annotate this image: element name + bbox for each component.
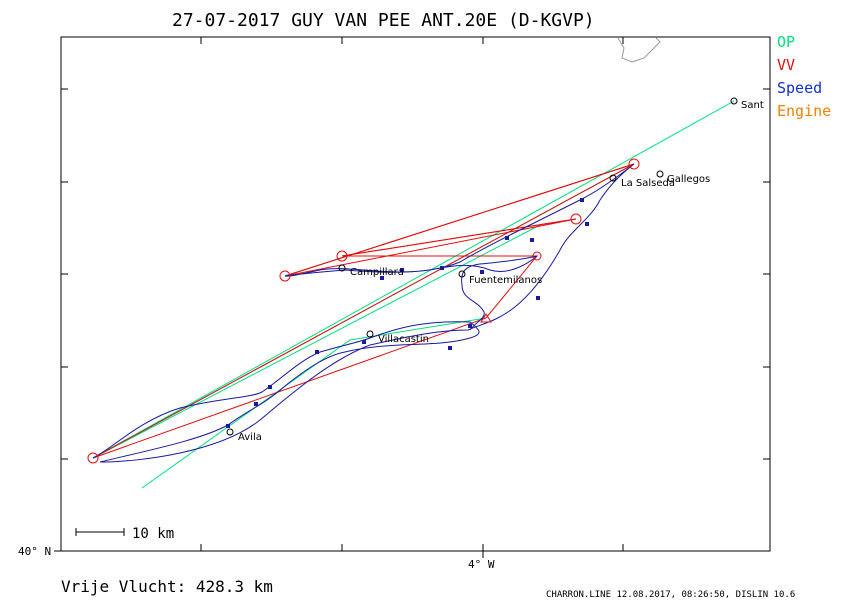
- place-label-avila: Avila: [238, 432, 262, 443]
- flight-track: [92, 163, 635, 463]
- legend-vv: VV: [777, 56, 795, 74]
- legend-speed: Speed: [777, 79, 822, 97]
- scale-bar-label: 10 km: [132, 526, 174, 542]
- place-label-sant: Sant: [741, 100, 764, 111]
- track-markers: [226, 198, 589, 428]
- map-frame: [60, 36, 771, 552]
- coastline-outline: [617, 37, 661, 63]
- turnpoint-markers: [87, 158, 640, 464]
- place-label-gallegos: Gallegos: [667, 174, 710, 185]
- place-label-campillara: Campillara: [350, 267, 404, 278]
- op-track: [92, 100, 735, 489]
- legend-op: OP: [777, 33, 795, 51]
- vv-task-lines: [92, 163, 635, 459]
- footer-info: CHARRON.LINE 12.08.2017, 08:26:50, DISLI…: [546, 590, 795, 600]
- legend-engine: Engine: [777, 102, 831, 120]
- longitude-label: 4° W: [468, 558, 495, 571]
- map-title: 27-07-2017 GUY VAN PEE ANT.20E (D-KGVP): [172, 10, 595, 31]
- axis-ticks: [54, 37, 770, 558]
- place-label-la-salseda: La Salseda: [621, 178, 675, 189]
- latitude-label: 40° N: [18, 545, 51, 558]
- place-label-villacastin: Villacastin: [378, 334, 429, 345]
- scale-bar: [75, 528, 125, 536]
- place-label-fuentemilanos: Fuentemilanos: [469, 275, 542, 286]
- place-markers: [226, 97, 738, 436]
- distance-readout: Vrije Vlucht: 428.3 km: [61, 577, 273, 596]
